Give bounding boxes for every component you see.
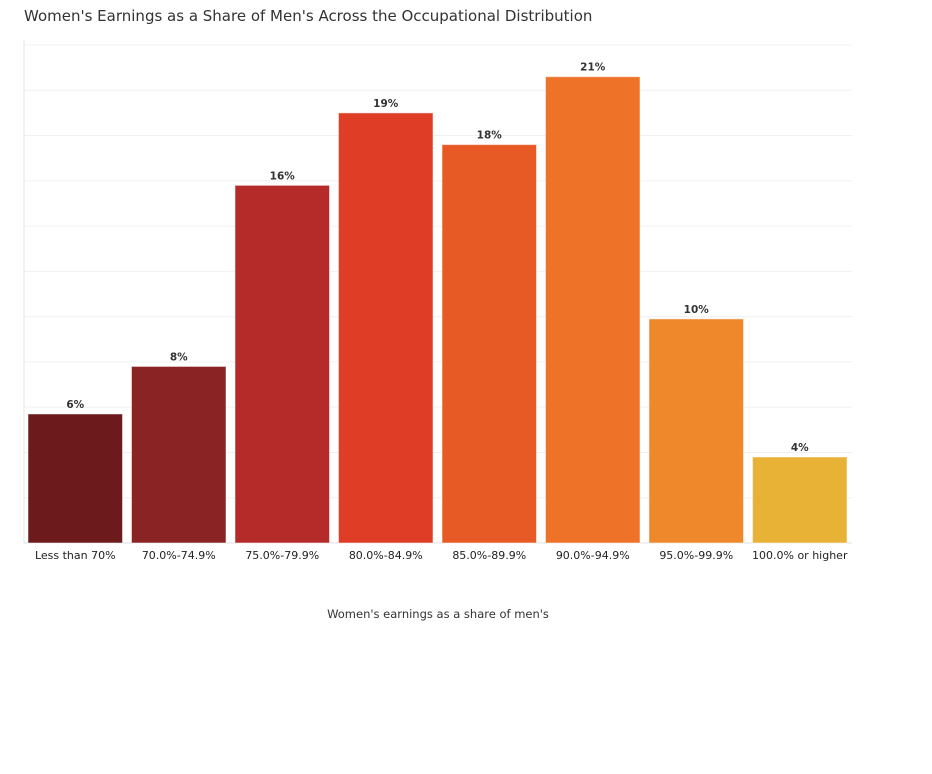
x-tick-label: 90.0%-94.9% [556, 549, 630, 562]
data-label: 8% [170, 351, 188, 363]
x-tick-label: 95.0%-99.9% [659, 549, 733, 562]
bar [441, 144, 537, 544]
bar [752, 456, 848, 544]
data-label: 21% [580, 62, 606, 74]
bar [545, 76, 641, 544]
bar [131, 365, 227, 544]
data-label: 6% [66, 399, 84, 411]
x-tick-label: 85.0%-89.9% [452, 549, 526, 562]
data-label: 19% [373, 98, 399, 110]
bar [338, 112, 434, 544]
data-label: 10% [684, 304, 710, 316]
bar [234, 184, 330, 544]
x-tick-label: 70.0%-74.9% [142, 549, 216, 562]
x-tick-label: 75.0%-79.9% [245, 549, 319, 562]
x-tick-label: 80.0%-84.9% [349, 549, 423, 562]
data-label: 18% [477, 130, 503, 142]
data-label: 4% [791, 442, 809, 454]
data-label: 16% [270, 170, 296, 182]
bar [648, 318, 744, 544]
x-tick-label: 100.0% or higher [752, 549, 848, 562]
x-axis-label: Women's earnings as a share of men's [327, 607, 549, 621]
bar [27, 413, 123, 544]
x-tick-label: Less than 70% [35, 549, 116, 562]
chart-title: Women's Earnings as a Share of Men's Acr… [24, 7, 593, 25]
